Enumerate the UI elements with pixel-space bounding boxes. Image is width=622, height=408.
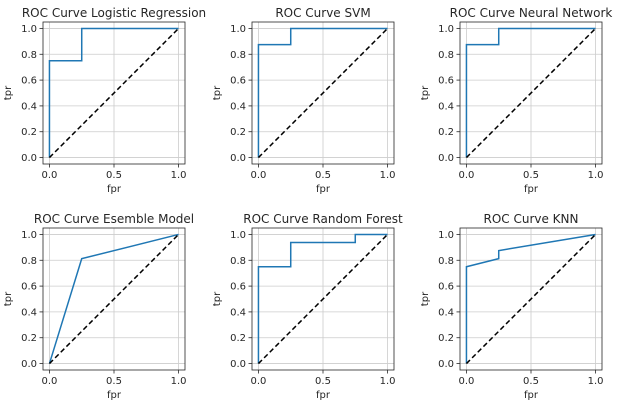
y-tick-label: 1.0 (438, 230, 454, 241)
x-axis-label: fpr (107, 184, 122, 195)
x-tick-label: 0.0 (42, 170, 58, 181)
x-tick-label: 1.0 (380, 170, 396, 181)
x-tick-label: 0.5 (523, 170, 539, 181)
y-axis-label: tpr (212, 291, 223, 306)
x-tick-label: 1.0 (171, 376, 187, 387)
y-tick-label: 0.8 (438, 50, 454, 61)
y-tick-label: 0.8 (230, 50, 246, 61)
chart-title: ROC Curve Logistic Regression (22, 6, 206, 20)
roc-curve-line (257, 233, 388, 364)
y-tick-label: 0.0 (21, 153, 37, 164)
chart-title: ROC Curve Random Forest (243, 212, 403, 226)
y-tick-label: 0.4 (230, 101, 246, 112)
roc-subplot: 0.0 0.5 1.0 0.0 0.2 0.4 0.6 0.8 1.0 ROC Curve KNN… (420, 212, 603, 401)
y-tick-label: 0.2 (230, 127, 246, 138)
y-tick-label: 0.8 (21, 256, 37, 267)
x-axis-label: fpr (107, 390, 122, 401)
x-axis-label: fpr (316, 390, 331, 401)
y-tick-label: 1.0 (21, 230, 37, 241)
y-axis-label: tpr (420, 85, 431, 100)
y-tick-label: 0.4 (438, 101, 454, 112)
y-axis-label: tpr (212, 85, 223, 100)
y-tick-label: 0.4 (230, 307, 246, 318)
x-tick-label: 0.0 (459, 376, 475, 387)
y-tick-label: 1.0 (21, 24, 37, 35)
y-tick-label: 0.0 (230, 359, 246, 370)
x-tick-label: 0.5 (315, 170, 331, 181)
y-tick-label: 0.2 (230, 333, 246, 344)
chart-title: ROC Curve Esemble Model (34, 212, 194, 226)
y-tick-label: 0.6 (230, 76, 246, 87)
y-tick-label: 0.2 (438, 127, 454, 138)
y-tick-label: 1.0 (230, 230, 246, 241)
x-tick-label: 0.0 (42, 376, 58, 387)
chance-diagonal-line (257, 27, 389, 159)
x-tick-label: 0.5 (106, 170, 122, 181)
chance-diagonal-line (465, 233, 597, 365)
y-tick-label: 0.8 (438, 256, 454, 267)
roc-subplot: 0.0 0.5 1.0 0.0 0.2 0.4 0.6 0.8 1.0 ROC Curve Ese… (3, 212, 194, 401)
chance-diagonal-line (48, 27, 180, 159)
x-tick-label: 0.0 (251, 170, 267, 181)
x-axis-label: fpr (316, 184, 331, 195)
roc-curve-line (465, 27, 596, 158)
roc-curve-line (48, 233, 179, 364)
y-tick-label: 0.8 (230, 256, 246, 267)
chart-title: ROC Curve SVM (275, 6, 370, 20)
y-tick-label: 0.2 (21, 333, 37, 344)
x-tick-label: 0.5 (106, 376, 122, 387)
y-tick-label: 0.0 (21, 359, 37, 370)
roc-subplot: 0.0 0.5 1.0 0.0 0.2 0.4 0.6 0.8 1.0 ROC Curve SVM… (212, 6, 395, 195)
chance-diagonal-line (48, 233, 180, 365)
x-tick-label: 0.0 (251, 376, 267, 387)
x-tick-label: 0.5 (315, 376, 331, 387)
y-tick-label: 0.8 (21, 50, 37, 61)
y-axis-label: tpr (3, 291, 14, 306)
roc-subplot: 0.0 0.5 1.0 0.0 0.2 0.4 0.6 0.8 1.0 ROC Curve Neu… (420, 6, 612, 195)
x-tick-label: 1.0 (588, 170, 604, 181)
x-tick-label: 0.0 (459, 170, 475, 181)
y-tick-label: 0.6 (438, 282, 454, 293)
y-tick-label: 1.0 (230, 24, 246, 35)
chance-diagonal-line (465, 27, 597, 159)
y-tick-label: 0.2 (438, 333, 454, 344)
y-axis-label: tpr (420, 291, 431, 306)
x-axis-label: fpr (524, 184, 539, 195)
y-tick-label: 0.4 (21, 101, 37, 112)
x-tick-label: 1.0 (588, 376, 604, 387)
y-tick-label: 0.4 (21, 307, 37, 318)
roc-curve-line (465, 233, 596, 364)
y-tick-label: 1.0 (438, 24, 454, 35)
y-tick-label: 0.6 (21, 282, 37, 293)
chart-title: ROC Curve KNN (483, 212, 578, 226)
y-tick-label: 0.0 (230, 153, 246, 164)
y-tick-label: 0.6 (438, 76, 454, 87)
chart-title: ROC Curve Neural Network (450, 6, 613, 20)
roc-subplot: 0.0 0.5 1.0 0.0 0.2 0.4 0.6 0.8 1.0 ROC Curve Ran… (212, 212, 403, 401)
y-tick-label: 0.6 (230, 282, 246, 293)
y-tick-label: 0.2 (21, 127, 37, 138)
roc-subplot: 0.0 0.5 1.0 0.0 0.2 0.4 0.6 0.8 1.0 ROC Curve Log… (3, 6, 206, 195)
roc-curve-line (257, 27, 388, 158)
x-tick-label: 1.0 (380, 376, 396, 387)
roc-curve-line (48, 27, 179, 158)
chance-diagonal-line (257, 233, 389, 365)
y-tick-label: 0.0 (438, 359, 454, 370)
y-tick-label: 0.4 (438, 307, 454, 318)
y-tick-label: 0.6 (21, 76, 37, 87)
x-tick-label: 1.0 (171, 170, 187, 181)
x-tick-label: 0.5 (523, 376, 539, 387)
x-axis-label: fpr (524, 390, 539, 401)
y-axis-label: tpr (3, 85, 14, 100)
y-tick-label: 0.0 (438, 153, 454, 164)
